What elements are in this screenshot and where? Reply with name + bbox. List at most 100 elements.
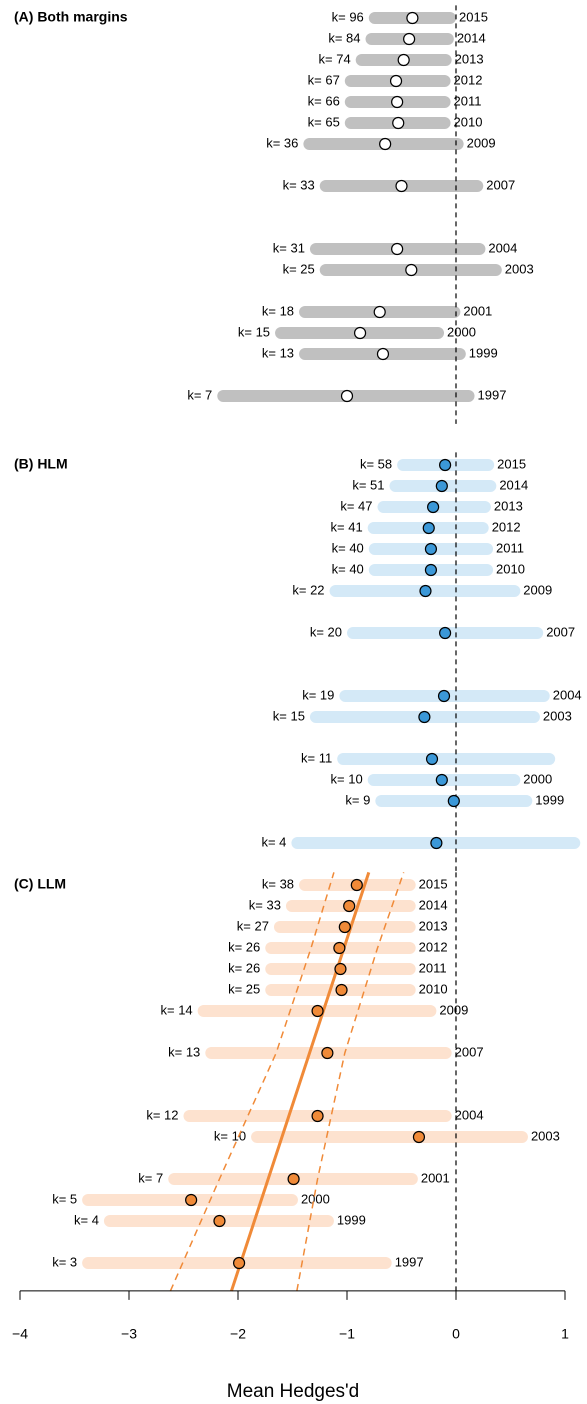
x-tick-label: −1: [339, 1326, 355, 1342]
ci-bar: [251, 1131, 528, 1143]
mean-point: [439, 458, 452, 472]
k-label: k= 19: [302, 687, 334, 702]
x-axis-label: Mean Hedges'd: [227, 1381, 360, 1402]
x-tick-label: −4: [12, 1326, 28, 1342]
mean-point: [447, 794, 460, 808]
panel-title: (A) Both margins: [14, 9, 128, 25]
mean-point: [392, 116, 405, 130]
k-label: k= 58: [360, 456, 392, 471]
mean-point: [232, 1256, 246, 1270]
year-label: 2015: [497, 456, 526, 471]
mean-point: [213, 1214, 226, 1228]
year-label: 2011: [496, 540, 524, 555]
year-label: 2015: [459, 9, 488, 24]
year-label: 2004: [488, 240, 517, 255]
year-label: 2001: [421, 1170, 450, 1185]
mean-point: [419, 584, 432, 598]
year-label: 2011: [454, 93, 482, 108]
k-label: k= 66: [308, 93, 340, 108]
x-tick-label: −2: [230, 1326, 246, 1342]
panel-title: (B) HLM: [14, 456, 68, 472]
year-label: 1997: [478, 387, 507, 402]
k-label: k= 51: [352, 477, 384, 492]
mean-point: [350, 878, 363, 892]
k-label: k= 7: [138, 1170, 163, 1185]
year-label: 2009: [523, 582, 552, 597]
k-label: k= 25: [283, 261, 315, 276]
k-label: k= 74: [319, 51, 351, 66]
k-label: k= 12: [146, 1107, 178, 1122]
mean-point: [287, 1172, 300, 1186]
k-label: k= 11: [301, 750, 332, 765]
mean-point: [427, 500, 440, 514]
k-label: k= 31: [273, 240, 305, 255]
mean-point: [185, 1193, 198, 1207]
year-label: 1999: [337, 1212, 366, 1227]
k-label: k= 14: [160, 1002, 192, 1017]
year-label: 2003: [505, 261, 534, 276]
year-label: 2014: [499, 477, 528, 492]
year-label: 2012: [419, 939, 448, 954]
mean-point: [333, 941, 346, 955]
k-label: k= 26: [228, 939, 260, 954]
year-label: 2013: [419, 918, 448, 933]
mean-point: [435, 479, 448, 493]
k-label: k= 10: [331, 771, 363, 786]
year-label: 2003: [531, 1128, 560, 1143]
k-label: k= 25: [228, 981, 260, 996]
year-label: 2000: [523, 771, 552, 786]
mean-point: [412, 1130, 426, 1144]
k-label: k= 4: [261, 834, 286, 849]
x-tick-label: −3: [121, 1326, 137, 1342]
ci-band-upper: [296, 872, 405, 1292]
mean-point: [418, 710, 431, 724]
mean-point: [353, 326, 367, 340]
k-label: k= 4: [74, 1212, 99, 1227]
mean-point: [403, 32, 416, 46]
year-label: 2013: [455, 51, 484, 66]
year-label: 2007: [455, 1044, 484, 1059]
mean-point: [424, 542, 438, 556]
k-label: k= 27: [237, 918, 269, 933]
year-label: 2000: [301, 1191, 330, 1206]
rows: [291, 459, 581, 849]
year-label: 2007: [546, 624, 575, 639]
k-label: k= 5: [52, 1191, 77, 1206]
mean-point: [397, 53, 410, 67]
k-label: k= 15: [273, 708, 305, 723]
year-label: 2010: [419, 981, 448, 996]
k-label: k= 47: [340, 498, 372, 513]
year-label: 2012: [492, 519, 521, 534]
year-label: 2004: [553, 687, 582, 702]
year-label: 2012: [454, 72, 483, 87]
k-label: k= 22: [292, 582, 324, 597]
mean-point: [379, 137, 392, 151]
mean-point: [422, 521, 435, 535]
mean-point: [391, 242, 404, 256]
year-label: 2009: [467, 135, 496, 150]
mean-point: [373, 305, 386, 319]
x-tick-label: 0: [452, 1326, 460, 1342]
year-label: 2013: [494, 498, 523, 513]
mean-point: [430, 836, 443, 850]
k-label: k= 65: [308, 114, 340, 129]
k-label: k= 26: [228, 960, 260, 975]
k-label: k= 13: [262, 345, 294, 360]
year-label: 2003: [543, 708, 572, 723]
mean-point: [338, 920, 351, 934]
k-label: k= 40: [332, 561, 364, 576]
mean-point: [321, 1046, 334, 1060]
mean-point: [311, 1109, 324, 1123]
x-tick-label: 1: [561, 1326, 569, 1342]
year-label: 2011: [419, 960, 447, 975]
mean-point: [311, 1004, 324, 1018]
mean-point: [343, 899, 356, 913]
k-label: k= 3: [52, 1254, 77, 1269]
year-label: 2010: [454, 114, 483, 129]
k-label: k= 9: [345, 792, 370, 807]
year-label: 1999: [469, 345, 498, 360]
mean-point: [439, 626, 452, 640]
mean-point: [391, 95, 404, 109]
ci-band-lower: [169, 872, 335, 1292]
k-label: k= 38: [262, 876, 294, 891]
